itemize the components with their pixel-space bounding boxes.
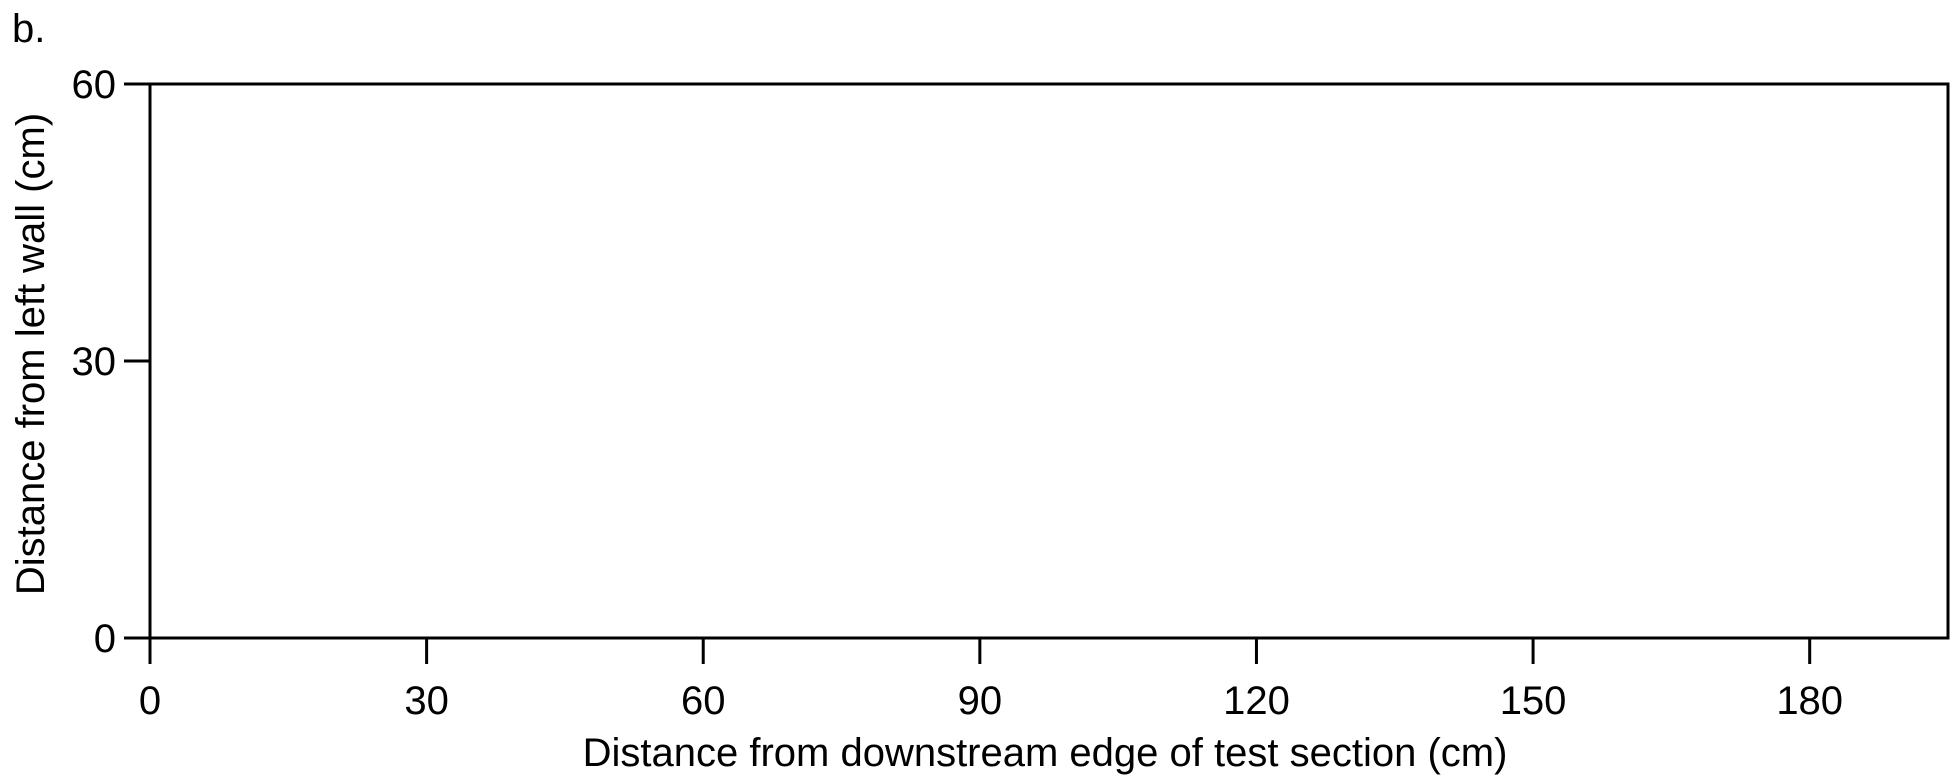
x-tick-label: 0 [139,679,161,723]
plot-area-frame [148,82,1950,640]
panel-label: b. [12,7,45,51]
x-tick-label: 180 [1776,679,1843,723]
x-axis-ticks: 0 30 60 90 120 150 180 [139,638,1843,723]
y-axis-ticks: 0 30 60 [72,63,150,661]
y-tick-label: 60 [72,63,117,107]
y-tick-label: 0 [94,617,116,661]
x-tick-label: 90 [958,679,1003,723]
x-tick-label: 120 [1223,679,1290,723]
x-axis-label: Distance from downstream edge of test se… [583,731,1508,775]
x-tick-label: 60 [681,679,726,723]
x-tick-label: 30 [404,679,449,723]
y-axis-label: Distance from left wall (cm) [9,113,53,595]
y-tick-label: 30 [72,340,117,384]
x-tick-label: 150 [1500,679,1567,723]
